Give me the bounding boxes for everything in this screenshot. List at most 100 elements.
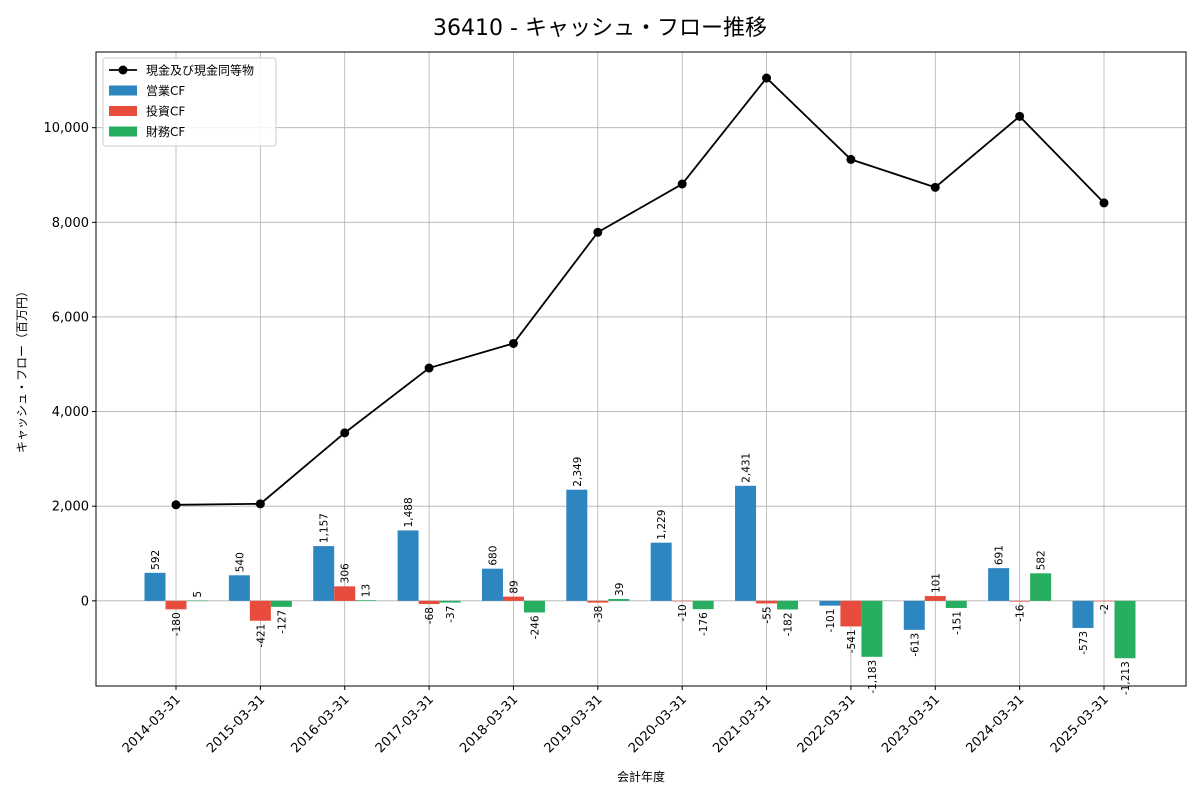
cash-point-2019-03-31 (593, 227, 603, 237)
cash-point-2022-03-31 (846, 154, 856, 164)
data-label: -37 (445, 606, 457, 623)
data-label: 680 (487, 546, 499, 566)
data-label: -1,183 (867, 660, 879, 694)
data-label: 101 (930, 573, 942, 593)
bar-投資CF-2020-03-31 (671, 600, 693, 602)
y-tick-label: 2,000 (52, 500, 89, 515)
bar-財務CF-2022-03-31 (861, 600, 883, 657)
data-label: -541 (846, 629, 858, 653)
cash-point-2018-03-31 (508, 338, 518, 348)
legend-label: 現金及び現金同等物 (146, 63, 254, 78)
data-label: 5 (192, 591, 204, 598)
x-tick-label: 2018-03-31 (457, 692, 521, 756)
x-tick-label: 2020-03-31 (626, 692, 690, 756)
bar-投資CF-2017-03-31 (418, 600, 440, 605)
bar-投資CF-2024-03-31 (1009, 600, 1031, 602)
legend-swatch (109, 126, 137, 137)
cash-point-2020-03-31 (677, 179, 687, 189)
data-label: 89 (508, 580, 520, 593)
x-tick-label: 2025-03-31 (1048, 692, 1112, 756)
bar-投資CF-2022-03-31 (840, 600, 862, 627)
cash-point-2023-03-31 (930, 182, 940, 192)
cash-line-path (175, 76, 1105, 506)
data-label: -1,213 (1120, 661, 1132, 695)
bar-投資CF-2014-03-31 (165, 600, 187, 610)
x-tick-label: 2024-03-31 (963, 692, 1027, 756)
data-label: -101 (825, 609, 837, 633)
bar-財務CF-2025-03-31 (1114, 600, 1136, 659)
data-label: -2 (1099, 604, 1111, 614)
data-label: 2,349 (572, 457, 584, 487)
bar-営業CF-2025-03-31 (1072, 600, 1094, 628)
legend-label: 投資CF (146, 104, 185, 119)
data-label: -10 (677, 604, 689, 621)
data-label: -180 (171, 612, 183, 636)
bar-営業CF-2016-03-31 (313, 546, 335, 601)
bar-投資CF-2023-03-31 (924, 596, 946, 601)
legend-swatch (109, 106, 137, 116)
bar-投資CF-2016-03-31 (334, 586, 356, 601)
cash-point-2021-03-31 (762, 73, 772, 83)
bar-財務CF-2016-03-31 (355, 600, 377, 601)
x-tick-label: 2016-03-31 (289, 692, 353, 756)
data-labels: 592 540 1,157 1,488 680 2,349 1,229 2,431 -101 -6… (150, 453, 1132, 695)
data-label: -151 (951, 611, 963, 635)
data-label: 39 (614, 583, 626, 596)
x-axis-label: 会計年度 (617, 769, 665, 784)
bars (144, 485, 1136, 659)
bar-投資CF-2025-03-31 (1093, 600, 1115, 602)
data-label: 306 (340, 563, 352, 583)
legend-swatch (109, 85, 137, 96)
data-label: -16 (1015, 604, 1027, 621)
bar-財務CF-2023-03-31 (945, 600, 967, 608)
bar-財務CF-2015-03-31 (270, 600, 292, 607)
y-tick-label: 6,000 (52, 310, 89, 325)
data-label: -613 (909, 633, 921, 657)
bar-投資CF-2018-03-31 (502, 596, 524, 601)
bar-投資CF-2015-03-31 (249, 600, 271, 621)
grid (96, 52, 1186, 686)
data-label: -573 (1078, 631, 1090, 655)
y-axis-label: キャッシュ・フロー（百万円） (15, 285, 29, 453)
x-tick-label: 2023-03-31 (879, 692, 943, 756)
x-tick-label: 2014-03-31 (120, 692, 184, 756)
cash-point-2017-03-31 (424, 363, 434, 373)
x-tick-label: 2021-03-31 (710, 692, 774, 756)
bar-財務CF-2021-03-31 (777, 600, 799, 610)
data-label: -421 (255, 624, 267, 648)
bar-営業CF-2024-03-31 (988, 568, 1010, 601)
data-label: -127 (276, 610, 288, 634)
x-tick-label: 2019-03-31 (542, 692, 606, 756)
bar-財務CF-2017-03-31 (439, 600, 461, 603)
bar-財務CF-2019-03-31 (608, 598, 630, 601)
y-tick-label: 0 (81, 594, 89, 609)
cash-line (171, 73, 1109, 510)
cash-point-2015-03-31 (255, 499, 265, 509)
bar-営業CF-2020-03-31 (650, 542, 672, 601)
data-label: 1,488 (403, 497, 415, 527)
bar-営業CF-2019-03-31 (566, 489, 588, 601)
bar-営業CF-2015-03-31 (228, 575, 250, 601)
bar-営業CF-2022-03-31 (819, 600, 841, 606)
cash-point-2024-03-31 (1015, 111, 1025, 121)
x-tick-label: 2022-03-31 (795, 692, 859, 756)
bar-投資CF-2021-03-31 (756, 600, 778, 604)
bar-投資CF-2019-03-31 (587, 600, 609, 603)
data-label: -55 (762, 606, 774, 623)
cash-point-2025-03-31 (1099, 198, 1109, 208)
x-tick-label: 2015-03-31 (204, 692, 268, 756)
cash-point-2016-03-31 (340, 428, 350, 438)
data-label: 582 (1036, 550, 1048, 570)
data-label: -246 (529, 615, 541, 639)
data-label: 1,157 (319, 513, 331, 543)
data-label: -38 (593, 606, 605, 623)
legend-label: 営業CF (146, 84, 185, 98)
data-label: 1,229 (656, 510, 668, 540)
data-label: -182 (783, 612, 795, 636)
bar-営業CF-2021-03-31 (735, 485, 757, 601)
bar-財務CF-2014-03-31 (186, 600, 208, 602)
x-tick-label: 2017-03-31 (373, 692, 437, 756)
bar-営業CF-2023-03-31 (903, 600, 925, 630)
